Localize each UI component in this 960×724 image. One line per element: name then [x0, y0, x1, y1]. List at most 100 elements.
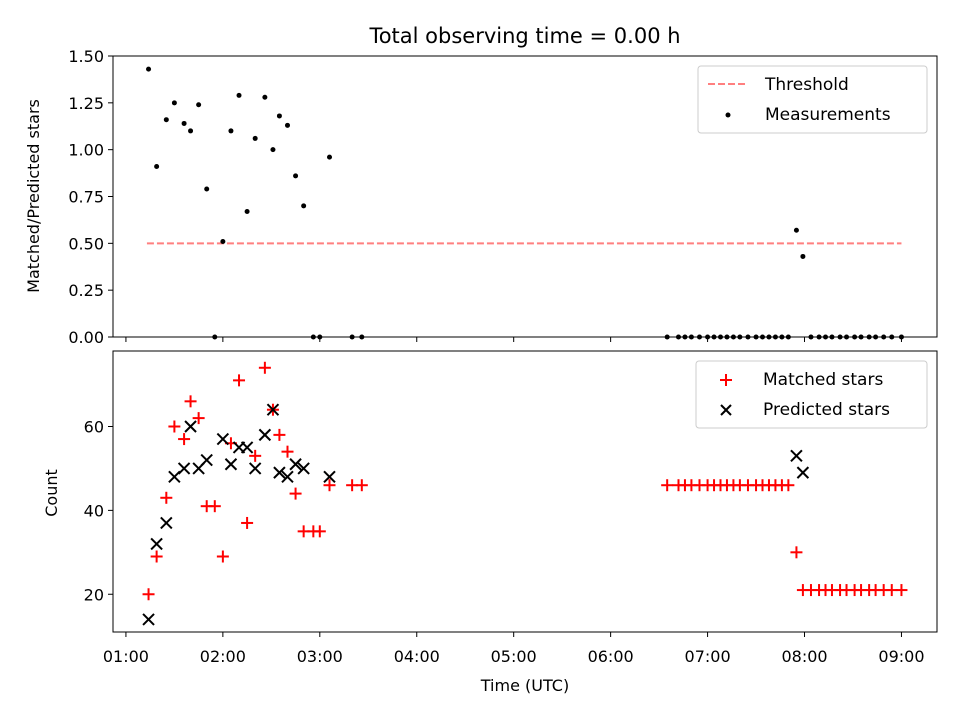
predicted-point: [150, 537, 163, 551]
bottom-y-tick-label: 40: [84, 501, 104, 520]
top-chart-title: Total observing time = 0.00 h: [368, 24, 680, 48]
measurement-point: [188, 128, 194, 134]
predicted-point: [273, 466, 286, 479]
top-y-tick-label: 0.75: [68, 188, 104, 207]
predicted-point: [142, 613, 155, 626]
measurement-point: [163, 117, 169, 123]
measurement-point: [301, 203, 307, 209]
x-tick-label: 02:00: [200, 647, 246, 666]
matched-point: [192, 412, 205, 425]
measurement-point: [276, 113, 282, 119]
predicted-point: [323, 470, 336, 484]
predicted-point: [184, 420, 197, 433]
matched-point: [782, 479, 795, 492]
legend-matched-label: Matched stars: [763, 370, 883, 390]
matched-point: [895, 584, 908, 597]
predicted-point: [790, 449, 803, 463]
x-tick-label: 09:00: [878, 647, 924, 666]
legend-matched-swatch: [720, 374, 732, 386]
matched-point: [661, 479, 674, 492]
matched-point: [160, 491, 173, 504]
top-y-tick-label: 1.25: [68, 94, 104, 113]
measurement-point: [327, 154, 333, 160]
x-tick-label: 05:00: [491, 647, 537, 666]
matched-point: [184, 395, 197, 408]
measurement-point: [154, 164, 160, 170]
matched-point: [178, 433, 191, 446]
bottom-series-0: [142, 361, 908, 601]
x-axis-label: Time (UTC): [480, 676, 569, 695]
bottom-y-tick-label: 60: [84, 417, 104, 436]
predicted-point: [297, 462, 310, 475]
measurement-point: [793, 227, 799, 233]
top-y-tick-label: 0.25: [68, 281, 104, 300]
x-tick-label: 04:00: [394, 647, 440, 666]
legend-measurements-swatch: [725, 112, 731, 118]
predicted-point: [216, 432, 230, 446]
x-tick-label: 06:00: [588, 647, 634, 666]
x-tick-label: 07:00: [685, 647, 731, 666]
matched-point: [241, 516, 254, 529]
bottom-y-tick-label: 20: [84, 585, 104, 604]
predicted-point: [200, 453, 213, 467]
x-tick-label: 01:00: [103, 647, 149, 666]
matched-point: [258, 361, 271, 374]
matched-point: [281, 445, 294, 458]
matched-point: [208, 500, 221, 513]
legend-predicted-swatch: [720, 404, 732, 416]
top-y-tick-label: 0.50: [68, 234, 104, 253]
x-tick-label: 03:00: [297, 647, 343, 666]
predicted-point: [289, 458, 302, 471]
measurement-point: [171, 100, 177, 106]
matched-point: [142, 588, 155, 601]
measurement-point: [204, 186, 210, 192]
top-plot-area: 0.00 0.25 0.50 0.75 1.00 1.25 1.50: [68, 47, 938, 347]
top-y-axis-label: Matched/Predicted stars: [24, 99, 43, 293]
measurement-point: [244, 208, 250, 214]
matched-point: [216, 550, 229, 563]
predicted-point: [258, 428, 272, 442]
measurement-point: [220, 238, 226, 244]
measurement-point: [270, 147, 276, 153]
matched-point: [313, 525, 326, 538]
measurement-point: [262, 94, 268, 100]
predicted-point: [248, 462, 262, 475]
legend-measurements-label: Measurements: [765, 105, 891, 125]
predicted-point: [240, 441, 254, 454]
predicted-point: [266, 403, 280, 416]
measurement-point: [252, 135, 258, 141]
bottom-plot-area: 20 40 60 01:00 02:00 03:00 04:00 05:00 06:00 07:0…: [84, 350, 938, 666]
matched-point: [323, 479, 336, 492]
top-legend: Threshold Measurements: [697, 65, 928, 134]
matched-point: [249, 449, 262, 462]
matched-point: [355, 479, 368, 492]
measurement-point: [228, 128, 234, 134]
predicted-point: [224, 458, 238, 471]
bottom-y-axis-label: Count: [42, 469, 61, 517]
measurement-point: [196, 102, 202, 108]
matched-point: [273, 428, 286, 441]
legend-threshold-label: Threshold: [764, 75, 849, 95]
matched-point: [289, 487, 302, 500]
x-tick-label: 08:00: [781, 647, 827, 666]
measurement-point: [181, 120, 187, 126]
measurement-point: [236, 92, 242, 98]
legend-predicted-label: Predicted stars: [763, 400, 890, 420]
measurement-point: [293, 173, 299, 179]
measurement-point: [800, 253, 806, 259]
predicted-point: [177, 462, 191, 475]
measurement-point: [284, 122, 290, 128]
predicted-point: [160, 516, 173, 530]
predicted-point: [281, 470, 294, 484]
matched-point: [150, 550, 163, 563]
matched-point: [233, 374, 246, 387]
top-y-tick-label: 1.50: [68, 47, 104, 66]
bottom-axes-frame: [112, 350, 938, 633]
predicted-point: [796, 466, 810, 479]
top-y-tick-label: 1.00: [68, 141, 104, 160]
matched-point: [168, 420, 181, 433]
bottom-legend: Matched stars Predicted stars: [695, 360, 928, 429]
bottom-series-1: [142, 403, 810, 626]
measurement-point: [146, 66, 152, 72]
matched-point: [790, 546, 803, 559]
